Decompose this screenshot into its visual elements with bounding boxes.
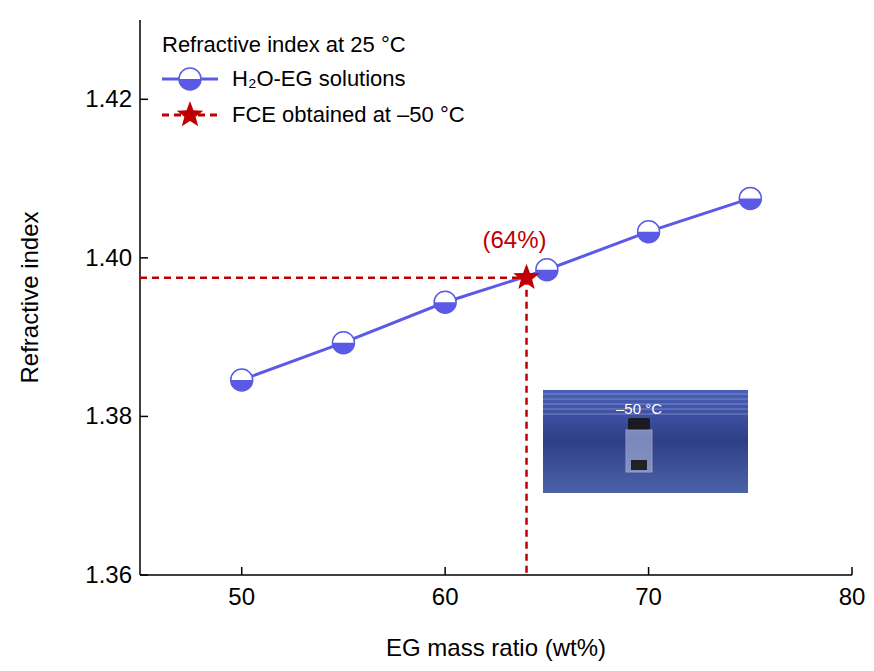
y-axis (139, 20, 141, 575)
y-tick (140, 574, 148, 576)
inset-photo: –50 °C (543, 390, 748, 493)
marker-bg (434, 291, 456, 313)
y-tick-label: 1.36 (85, 561, 132, 588)
series-line (242, 198, 751, 380)
y-tick (140, 99, 148, 101)
x-tick (444, 567, 446, 575)
marker-half (536, 270, 558, 281)
data-point (536, 259, 558, 281)
x-tick-label: 80 (839, 583, 866, 610)
x-tick (241, 567, 243, 575)
marker-half (231, 380, 253, 391)
x-tick-label: 60 (432, 583, 459, 610)
marker-half (739, 198, 761, 209)
marker-half (434, 302, 456, 313)
y-tick (140, 257, 148, 259)
y-axis-title: Refractive index (16, 211, 43, 383)
annotation: (64%) (482, 226, 546, 253)
legend-marker (179, 68, 201, 90)
data-point (513, 264, 540, 289)
data-point (638, 221, 660, 243)
data-point (332, 332, 354, 354)
marker-bg (179, 68, 201, 90)
series-1 (140, 264, 540, 575)
marker-bg (638, 221, 660, 243)
marker-bg (332, 332, 354, 354)
legend-title: Refractive index at 25 °C (162, 32, 406, 57)
marker-half (638, 232, 660, 243)
vial-bar (631, 460, 647, 470)
guide-line-h (140, 276, 527, 279)
marker-half (332, 343, 354, 354)
legend-marker (177, 101, 204, 126)
legend: Refractive index at 25 °C H₂O-EG solution… (162, 32, 465, 127)
marker-bg (739, 187, 761, 209)
chart: –50 °C 50 60 70 80 1.36 1.38 1.40 1.42 EG mass ra… (0, 0, 874, 671)
x-tick-label: 50 (228, 583, 255, 610)
guide-line-v (525, 278, 528, 575)
legend-label: H₂O-EG solutions (232, 66, 406, 91)
y-tick-label: 1.42 (85, 85, 132, 112)
x-axis (140, 574, 852, 576)
x-tick-label: 70 (635, 583, 662, 610)
x-axis-title: EG mass ratio (wt%) (386, 634, 606, 661)
inset-text: –50 °C (616, 400, 662, 417)
y-tick-label: 1.40 (85, 244, 132, 271)
data-point (231, 369, 253, 391)
vial-cap (628, 418, 650, 430)
series-0 (231, 187, 762, 391)
marker-bg (536, 259, 558, 281)
marker-half (179, 79, 201, 90)
x-tick (648, 567, 650, 575)
y-tick (140, 416, 148, 418)
data-point (739, 187, 761, 209)
vial-body (626, 430, 652, 472)
x-tick (851, 567, 853, 575)
plot-area (140, 187, 761, 575)
data-point (434, 291, 456, 313)
inset-bg (543, 390, 748, 493)
legend-label: FCE obtained at –50 °C (232, 102, 465, 127)
marker-bg (231, 369, 253, 391)
y-tick-label: 1.38 (85, 402, 132, 429)
inset-grid (543, 394, 748, 395)
